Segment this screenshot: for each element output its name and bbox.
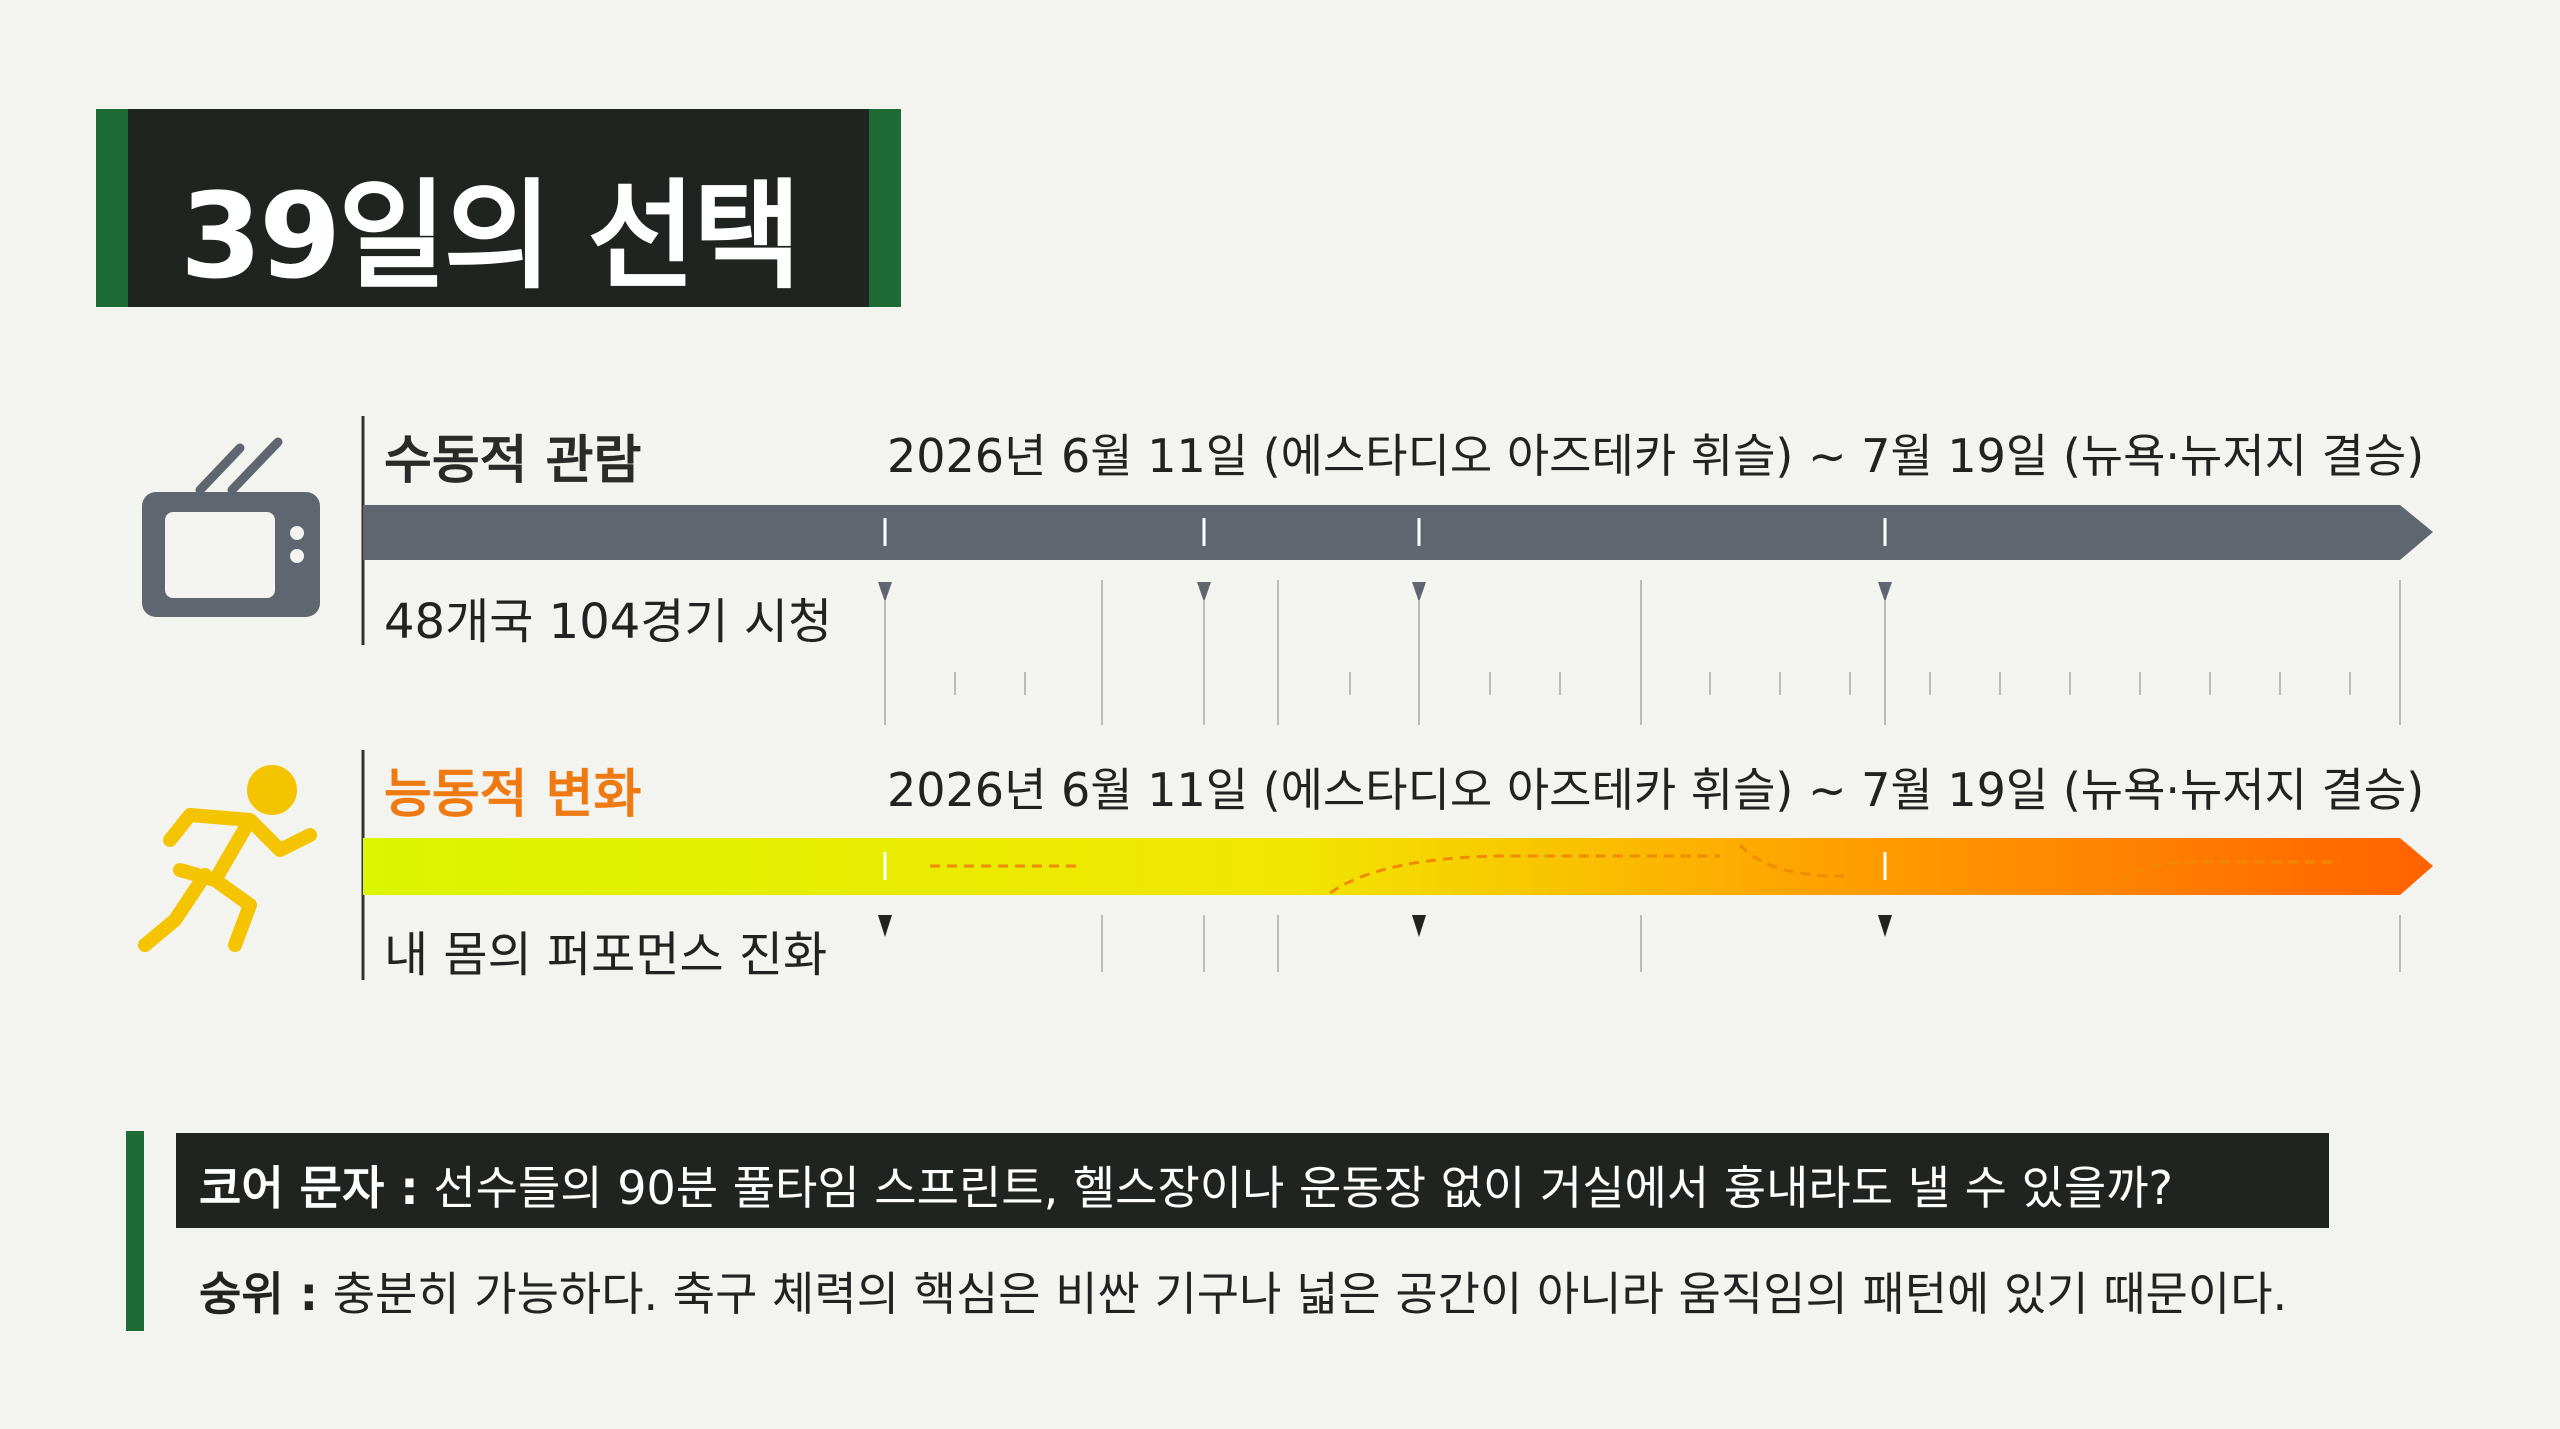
runner-icon bbox=[138, 765, 317, 952]
row-label: 능동적 변화 bbox=[384, 765, 642, 825]
tv-icon bbox=[142, 437, 320, 617]
answer: 숭위 : 충분히 가능하다. 축구 체력의 핵심은 비싼 기구나 넓은 공간이 … bbox=[199, 1258, 2287, 1324]
timeline-ticks bbox=[884, 580, 2401, 972]
row-label: 수동적 관람 bbox=[384, 431, 642, 491]
question: 코어 문자 : 선수들의 90분 풀타임 스프린트, 헬스장이나 운동장 없이 … bbox=[199, 1152, 2173, 1218]
question-label: 코어 문자 : bbox=[199, 1161, 419, 1215]
answer-label: 숭위 : bbox=[199, 1267, 319, 1321]
title: 39일의 선택 bbox=[180, 167, 802, 305]
question-text: 선수들의 90분 풀타임 스프린트, 헬스장이나 운동장 없이 거실에서 흉내라… bbox=[433, 1161, 2173, 1215]
row-period: 2026년 6월 11일 (에스타디오 아즈테카 휘슬) ~ 7월 19일 (뉴… bbox=[887, 429, 2425, 483]
accent-bar bbox=[126, 1131, 144, 1331]
answer-text: 충분히 가능하다. 축구 체력의 핵심은 비싼 기구나 넓은 공간이 아니라 움… bbox=[332, 1267, 2288, 1321]
row-caption: 내 몸의 퍼포먼스 진화 bbox=[384, 927, 828, 983]
question-box bbox=[176, 1133, 2329, 1228]
flow-arrows bbox=[930, 843, 2340, 895]
bar-ticks bbox=[883, 518, 1887, 880]
row-caption: 48개국 104경기 시청 bbox=[384, 594, 833, 650]
passive-bar bbox=[363, 505, 2433, 560]
row-period: 2026년 6월 11일 (에스타디오 아즈테카 휘슬) ~ 7월 19일 (뉴… bbox=[887, 763, 2425, 817]
markers bbox=[878, 582, 1892, 937]
title-box bbox=[96, 109, 901, 307]
